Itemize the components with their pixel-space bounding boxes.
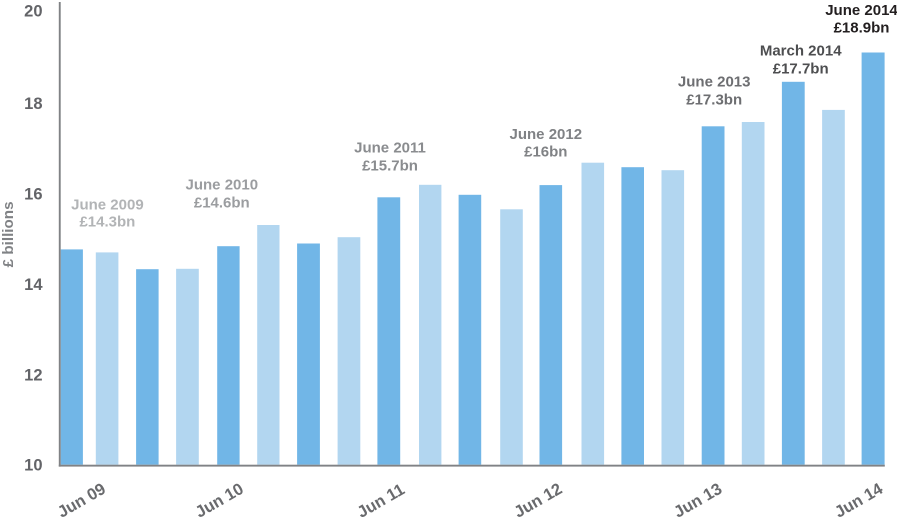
svg-text:£17.7bn: £17.7bn (773, 60, 829, 77)
svg-text:£ billions: £ billions (0, 201, 17, 267)
svg-text:£18.9bn: £18.9bn (834, 20, 890, 37)
svg-text:14: 14 (24, 276, 43, 294)
svg-text:June 2011: June 2011 (354, 140, 426, 157)
svg-text:18: 18 (24, 95, 42, 113)
svg-text:June 2012: June 2012 (510, 126, 583, 143)
svg-text:March 2014: March 2014 (760, 43, 842, 60)
svg-text:June 2014: June 2014 (825, 2, 897, 19)
svg-text:16: 16 (24, 186, 42, 204)
svg-text:12: 12 (24, 367, 42, 385)
svg-text:20: 20 (24, 3, 42, 21)
svg-text:£17.3bn: £17.3bn (686, 91, 742, 108)
svg-text:June 2013: June 2013 (678, 74, 751, 91)
svg-text:June 2009: June 2009 (71, 197, 144, 214)
svg-text:10: 10 (24, 457, 42, 475)
svg-text:£16bn: £16bn (524, 144, 567, 161)
svg-text:June 2010: June 2010 (186, 177, 259, 194)
svg-text:£14.3bn: £14.3bn (79, 214, 135, 231)
svg-text:£15.7bn: £15.7bn (362, 157, 418, 174)
svg-text:£14.6bn: £14.6bn (194, 194, 250, 211)
